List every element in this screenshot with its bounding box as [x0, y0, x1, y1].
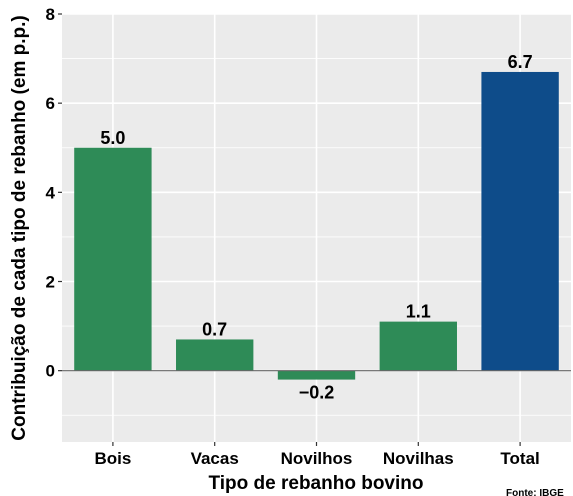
x-tick-label-novilhos: Novilhos	[281, 449, 353, 468]
x-tick-label-total: Total	[500, 449, 539, 468]
bar-total	[481, 71, 559, 371]
bar-novilhas	[379, 321, 457, 371]
y-tick-label: 6	[46, 94, 55, 113]
value-label-novilhas: 1.1	[406, 302, 431, 322]
y-tick-label: 4	[46, 183, 56, 202]
bars	[74, 71, 559, 380]
x-tick-label-novilhas: Novilhas	[383, 449, 454, 468]
y-axis-title: Contribuição de cada tipo de rebanho (em…	[9, 15, 30, 440]
value-label-total: 6.7	[508, 52, 533, 72]
x-tick-label-bois: Bois	[94, 449, 131, 468]
x-axis-ticks: Bois Vacas Novilhos Novilhas Total	[94, 442, 540, 468]
value-label-bois: 5.0	[100, 128, 125, 148]
value-label-novilhos: −0.2	[299, 383, 335, 403]
x-tick-label-vacas: Vacas	[191, 449, 239, 468]
source-note: Fonte: IBGE	[506, 488, 564, 496]
y-tick-label: 2	[46, 273, 55, 292]
y-tick-label: 8	[46, 5, 55, 24]
bar-vacas	[176, 339, 254, 371]
bar-novilhos	[277, 370, 356, 380]
x-axis-title: Tipo de rebanho bovino	[209, 473, 424, 494]
value-labels: 5.0 0.7 −0.2 1.1 6.7	[100, 52, 532, 403]
bar-bois	[74, 147, 152, 371]
value-label-vacas: 0.7	[202, 319, 227, 339]
y-tick-label: 0	[46, 362, 55, 381]
y-axis-ticks: 0 2 4 6 8	[46, 5, 62, 381]
